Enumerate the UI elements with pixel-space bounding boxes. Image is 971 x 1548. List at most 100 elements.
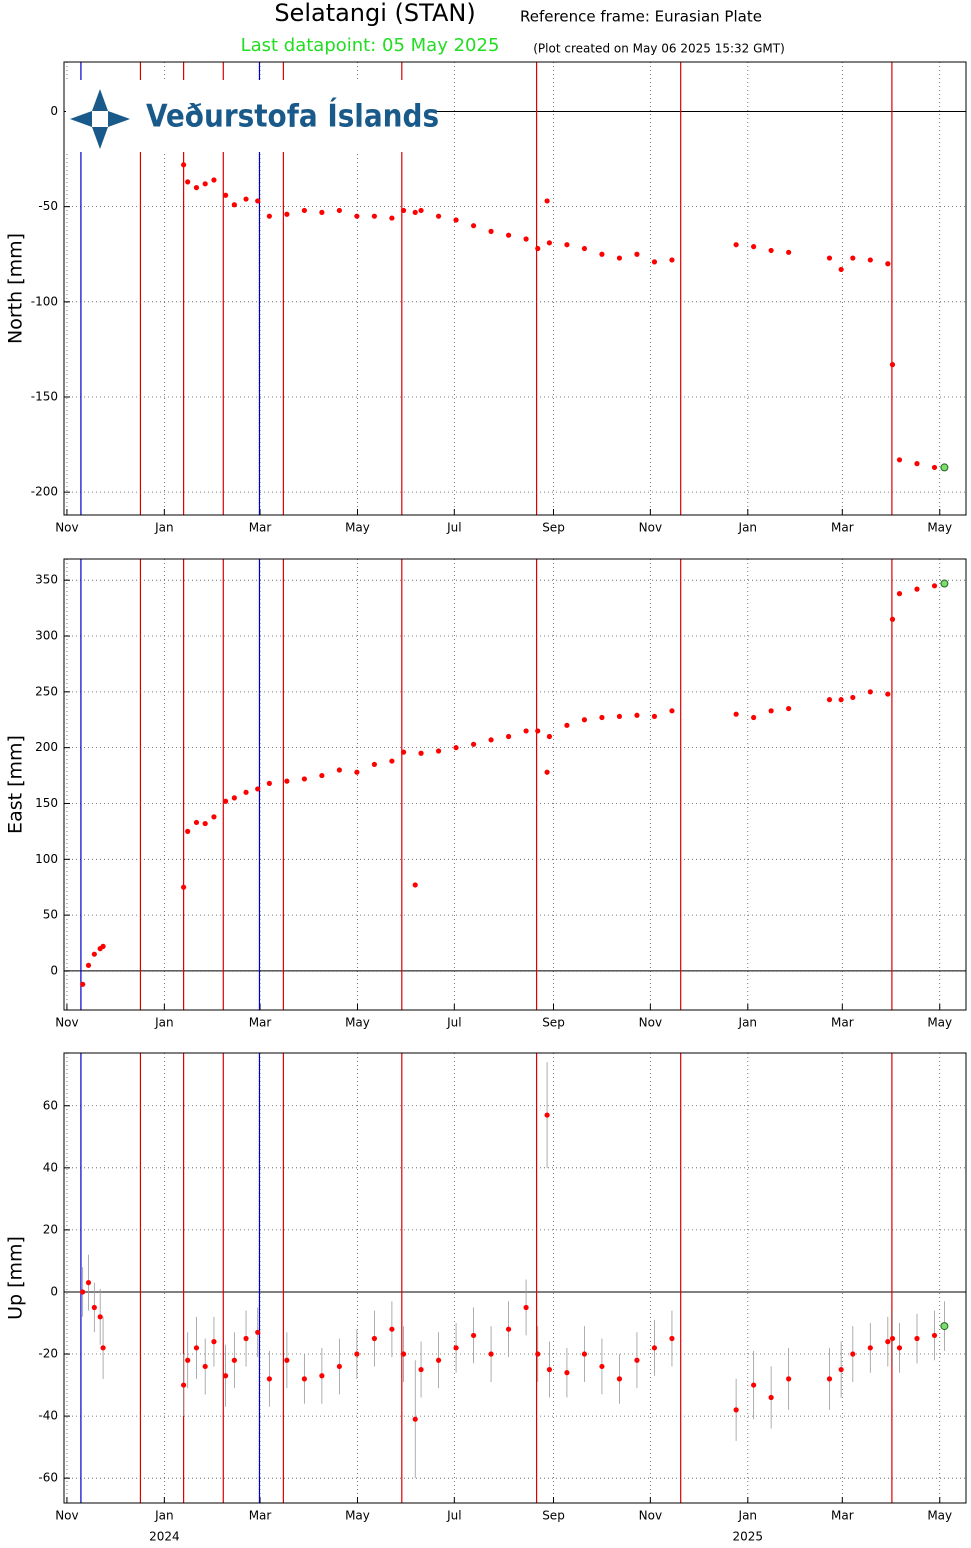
data-point: [564, 1370, 570, 1376]
y-tick-label: 100: [35, 852, 58, 866]
data-point: [243, 789, 249, 795]
y-tick-label: 250: [35, 684, 58, 698]
data-point: [488, 1351, 494, 1357]
data-point: [914, 461, 920, 467]
y-tick-label: -20: [38, 1347, 58, 1361]
data-point: [301, 207, 307, 214]
y-tick-label: -100: [31, 294, 58, 308]
data-point: [400, 1351, 407, 1357]
data-point: [231, 202, 237, 208]
x-tick-label: Mar: [831, 1509, 854, 1523]
data-point: [336, 767, 342, 773]
data-point: [523, 728, 529, 734]
data-point: [505, 733, 512, 740]
data-point: [599, 251, 605, 257]
data-point: [616, 255, 623, 261]
y-tick-label: 0: [50, 104, 58, 118]
x-tick-label: Jan: [738, 521, 758, 535]
y-axis-label: East [mm]: [5, 735, 27, 834]
data-point: [544, 769, 550, 775]
data-point: [80, 1289, 86, 1295]
data-point: [231, 1357, 237, 1363]
data-point: [885, 1339, 891, 1345]
logo: [70, 89, 130, 149]
data-point: [231, 795, 237, 801]
data-point: [651, 713, 658, 720]
data-point: [412, 882, 418, 888]
data-point: [418, 1366, 424, 1373]
data-point: [266, 780, 272, 786]
data-point: [418, 750, 424, 756]
data-point: [885, 261, 891, 267]
data-point: [470, 741, 477, 747]
data-point: [354, 1351, 360, 1357]
data-point: [319, 209, 325, 215]
x-tick-label: Nov: [639, 1016, 662, 1030]
data-point: [867, 689, 873, 695]
data-point: [211, 1339, 217, 1345]
data-point: [80, 981, 86, 987]
data-point: [223, 192, 229, 198]
data-point: [100, 943, 106, 949]
data-point: [319, 772, 325, 779]
data-point: [505, 232, 512, 238]
x-tick-label: Mar: [249, 1509, 272, 1523]
y-tick-label: -40: [38, 1409, 58, 1423]
data-point: [889, 362, 896, 368]
data-point: [301, 776, 307, 782]
data-point: [185, 179, 191, 185]
data-point: [546, 1366, 553, 1373]
x-tick-label: Jan: [738, 1509, 758, 1523]
data-point: [435, 213, 442, 219]
data-point: [786, 249, 792, 255]
data-point: [371, 213, 377, 219]
data-point: [768, 1394, 774, 1401]
data-point: [389, 758, 395, 764]
data-point: [211, 814, 217, 820]
x-tick-label: May: [345, 521, 370, 535]
data-point: [581, 1351, 588, 1357]
data-point: [651, 259, 658, 265]
data-point: [470, 223, 477, 229]
data-point: [599, 1363, 605, 1370]
plot-frame: [63, 61, 967, 516]
x-tick-label: May: [927, 1509, 952, 1523]
data-point: [546, 240, 553, 246]
data-point: [826, 1376, 833, 1382]
x-tick-label: Jan: [154, 521, 174, 535]
data-point: [826, 255, 833, 261]
data-point: [193, 185, 200, 191]
data-point: [91, 951, 97, 957]
data-point: [535, 1351, 541, 1357]
x-tick-label: May: [927, 521, 952, 535]
data-point: [488, 737, 494, 743]
data-point: [564, 242, 570, 248]
last-point: [940, 1322, 949, 1331]
plot-area: [64, 1053, 966, 1503]
chart-subtitle: Reference frame: Eurasian Plate: [520, 8, 762, 26]
data-point: [581, 717, 588, 723]
x-tick-label: Mar: [249, 521, 272, 535]
data-point: [488, 228, 494, 234]
data-point: [389, 215, 395, 221]
data-point: [284, 1357, 290, 1363]
data-point: [354, 213, 360, 219]
data-point: [733, 1407, 739, 1413]
logo-shape: [108, 111, 130, 127]
data-point: [91, 1304, 97, 1311]
data-point: [523, 1304, 529, 1311]
x-tick-label: Sep: [542, 1016, 565, 1030]
data-point: [193, 1345, 200, 1351]
last-datapoint: Last datapoint: 05 May 2025: [241, 35, 500, 56]
data-point: [371, 1335, 377, 1342]
data-point: [850, 1351, 856, 1357]
data-point: [505, 1326, 512, 1332]
y-tick-label: 0: [50, 963, 58, 977]
data-point: [418, 207, 424, 214]
x-tick-label: Jul: [446, 1016, 461, 1030]
y-tick-label: 350: [35, 573, 58, 587]
data-point: [914, 1335, 920, 1342]
data-point: [867, 1345, 873, 1351]
data-point: [202, 1363, 208, 1370]
